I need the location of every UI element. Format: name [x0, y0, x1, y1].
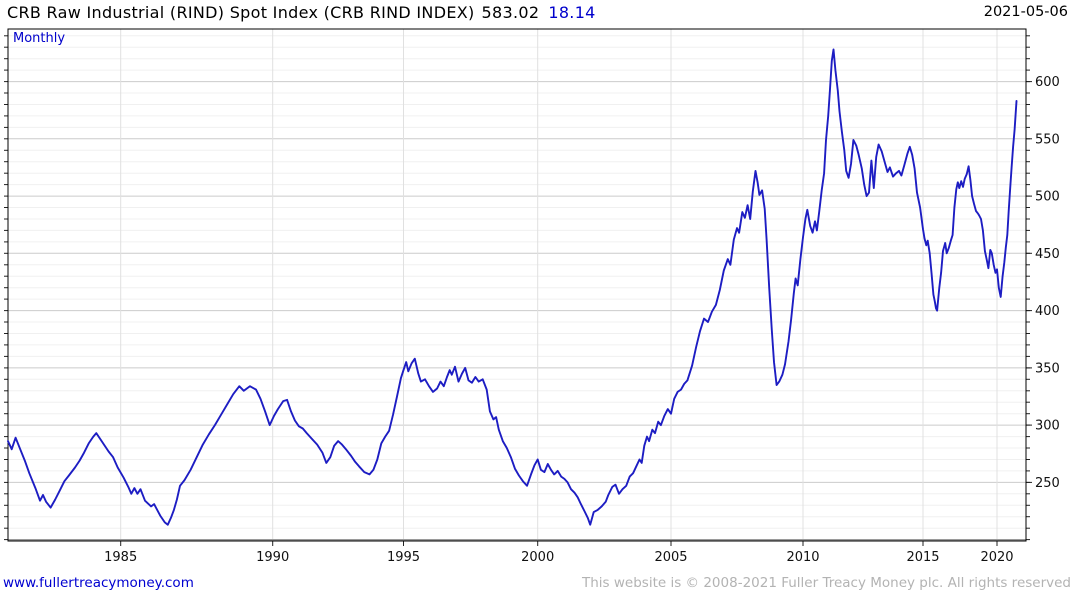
x-axis-label: 1985 [104, 550, 137, 565]
x-axis-label: 2015 [906, 550, 939, 565]
y-axis-label: 250 [1035, 476, 1060, 491]
y-axis-label: 300 [1035, 419, 1060, 434]
plot-border [7, 28, 1027, 542]
x-axis-label: 2000 [521, 550, 554, 565]
change-value: 18.14 [548, 3, 596, 22]
footer-copyright: This website is © 2008-2021 Fuller Treac… [582, 575, 1071, 591]
x-axis-label: 1995 [387, 550, 420, 565]
x-axis-label: 2010 [786, 550, 819, 565]
x-axis-label: 2005 [654, 550, 687, 565]
y-axis-label: 350 [1035, 361, 1060, 376]
footer-website-link[interactable]: www.fullertreacymoney.com [3, 575, 194, 591]
y-axis-label: 450 [1035, 247, 1060, 262]
axis-ticks [4, 35, 1032, 546]
major-gridlines [8, 81, 1026, 483]
year-gridlines [120, 29, 998, 541]
frequency-label: Monthly [13, 31, 66, 46]
x-axis-label: 2020 [980, 550, 1013, 565]
chart-title: CRB Raw Industrial (RIND) Spot Index (CR… [7, 3, 475, 22]
chart-title-bar: CRB Raw Industrial (RIND) Spot Index (CR… [7, 3, 596, 22]
price-line-series [7, 48, 1018, 526]
y-axis-label: 500 [1035, 190, 1060, 205]
y-axis-label: 550 [1035, 132, 1060, 147]
x-axis-label: 1990 [256, 550, 289, 565]
last-price-value: 583.02 [481, 3, 540, 22]
axis-labels: 250 300 350 400 450 500 550 600 1985 1990 1995 2000… [104, 75, 1060, 565]
chart-date: 2021-05-06 [983, 4, 1068, 20]
chart-plot-area[interactable] [8, 29, 1026, 541]
y-axis-label: 600 [1035, 75, 1060, 90]
y-axis-label: 400 [1035, 304, 1060, 319]
